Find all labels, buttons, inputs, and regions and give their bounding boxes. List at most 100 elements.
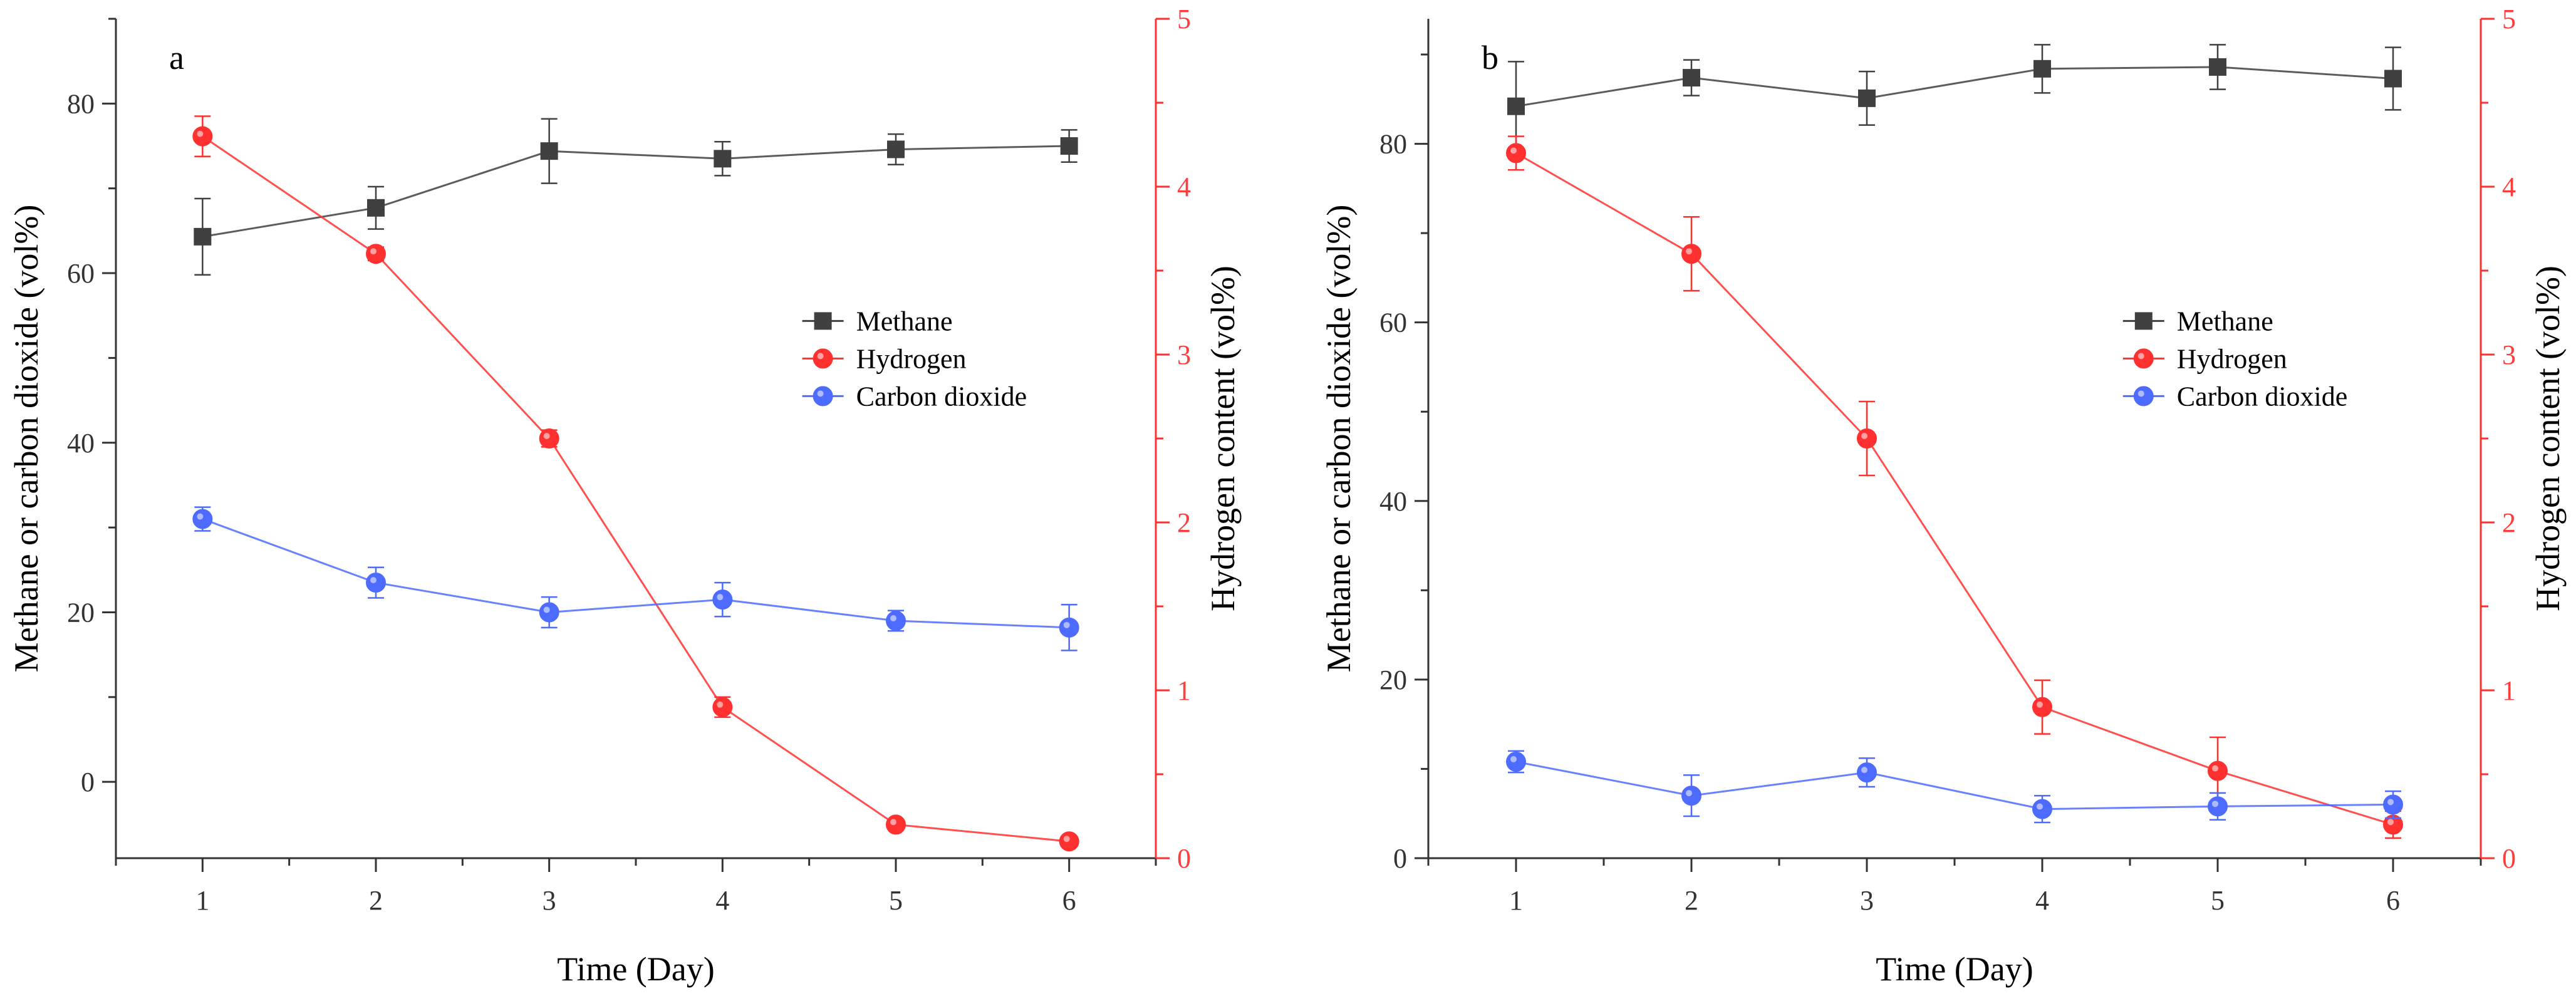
series-line-carbon-dioxide xyxy=(202,518,1069,629)
left-axis-title: Methane or carbon dioxide (vol%) xyxy=(1320,205,1358,673)
data-point-hydrogen xyxy=(2208,760,2228,781)
left-tick-label: 40 xyxy=(1379,486,1407,517)
left-tick-label: 60 xyxy=(67,258,95,289)
right-tick-label: 1 xyxy=(1177,675,1191,706)
data-point-methane xyxy=(887,140,905,158)
right-tick-label: 5 xyxy=(1177,4,1191,34)
legend: Methane Hydrogen Carbon dioxide xyxy=(802,306,1027,412)
data-point-hydrogen-highlight xyxy=(2212,765,2218,772)
data-point-carbon-dioxide-highlight xyxy=(890,615,896,622)
right-tick-label: 2 xyxy=(1177,507,1191,538)
left-tick-label: 20 xyxy=(1379,665,1407,695)
data-point-hydrogen-highlight xyxy=(1686,248,1692,255)
legend-marker-carbon-dioxide-highlight xyxy=(817,390,824,397)
data-point-carbon-dioxide-highlight xyxy=(1063,621,1070,628)
data-point-hydrogen-highlight xyxy=(370,248,377,255)
x-tick-label: 5 xyxy=(889,885,903,916)
left-tick-label: 0 xyxy=(1393,843,1407,874)
data-point-carbon-dioxide xyxy=(2208,796,2228,817)
right-tick-label: 0 xyxy=(1177,843,1191,874)
data-point-hydrogen-highlight xyxy=(890,819,896,826)
data-point-methane xyxy=(1507,97,1525,115)
right-tick-label: 4 xyxy=(1177,172,1191,202)
right-tick-label: 3 xyxy=(1177,340,1191,370)
right-tick-label: 4 xyxy=(2502,172,2516,202)
data-point-methane xyxy=(1858,89,1876,107)
x-tick-label: 5 xyxy=(2211,885,2225,916)
data-point-carbon-dioxide-highlight xyxy=(1861,767,1867,774)
legend-label-carbon-dioxide: Carbon dioxide xyxy=(856,381,1027,412)
x-tick-label: 3 xyxy=(1860,885,1874,916)
x-tick-label: 3 xyxy=(543,885,556,916)
data-point-hydrogen xyxy=(2032,697,2052,717)
x-tick-label: 2 xyxy=(369,885,383,916)
data-point-hydrogen xyxy=(1059,831,1079,852)
panel-label: b xyxy=(1482,39,1498,76)
series-line-hydrogen xyxy=(202,135,1069,843)
data-point-hydrogen-highlight xyxy=(2037,701,2043,708)
series-hydrogen xyxy=(1506,135,2403,839)
data-point-hydrogen xyxy=(539,428,559,449)
series-methane xyxy=(1507,44,2402,152)
legend-label-hydrogen: Hydrogen xyxy=(2177,343,2287,374)
series-carbon-dioxide xyxy=(192,506,1079,651)
data-point-hydrogen xyxy=(1857,428,1877,449)
data-point-carbon-dioxide xyxy=(1681,786,1701,806)
data-point-carbon-dioxide xyxy=(712,589,733,610)
legend-marker-hydrogen-highlight xyxy=(2137,353,2144,360)
series-line-hydrogen xyxy=(1515,152,2394,826)
legend-marker-carbon-dioxide xyxy=(2133,386,2154,407)
data-point-hydrogen xyxy=(192,126,213,147)
data-point-methane xyxy=(1683,69,1700,87)
legend-marker-methane xyxy=(2134,312,2153,330)
right-tick-label: 0 xyxy=(2502,843,2516,874)
right-tick-label: 5 xyxy=(2502,4,2516,34)
data-point-carbon-dioxide xyxy=(2032,799,2052,819)
data-point-methane xyxy=(2209,58,2226,76)
data-point-carbon-dioxide xyxy=(1857,762,1877,783)
data-point-methane xyxy=(714,150,732,168)
x-axis-title: Time (Day) xyxy=(557,950,715,988)
right-tick-label: 2 xyxy=(2502,507,2516,538)
right-axis-title: Hydrogen content (vol%) xyxy=(1204,266,1242,611)
data-point-methane xyxy=(2033,60,2051,78)
data-point-methane xyxy=(367,199,385,217)
data-point-methane xyxy=(540,142,558,160)
data-point-hydrogen xyxy=(1506,143,1526,163)
legend-marker-carbon-dioxide-highlight xyxy=(2137,390,2144,397)
data-point-hydrogen xyxy=(712,697,733,717)
panel-label: a xyxy=(169,39,184,76)
data-point-methane xyxy=(2384,70,2402,88)
x-tick-label: 6 xyxy=(1062,885,1076,916)
series-hydrogen xyxy=(192,115,1079,852)
data-point-methane xyxy=(194,227,212,246)
x-axis-title: Time (Day) xyxy=(1876,950,2033,988)
left-tick-label: 80 xyxy=(1379,129,1407,160)
data-point-hydrogen xyxy=(1681,244,1701,264)
data-point-carbon-dioxide-highlight xyxy=(717,594,724,601)
left-tick-label: 0 xyxy=(81,767,95,797)
left-tick-label: 80 xyxy=(67,88,95,119)
data-point-hydrogen-highlight xyxy=(2387,819,2394,826)
data-point-hydrogen-highlight xyxy=(543,433,550,439)
data-point-hydrogen-highlight xyxy=(1063,836,1070,843)
data-point-carbon-dioxide-highlight xyxy=(2037,803,2043,810)
series-line-carbon-dioxide xyxy=(1515,760,2394,811)
legend-marker-methane xyxy=(814,312,832,330)
left-tick-label: 20 xyxy=(67,597,95,628)
x-tick-label: 1 xyxy=(1509,885,1523,916)
data-point-carbon-dioxide-highlight xyxy=(1686,790,1692,797)
data-point-hydrogen xyxy=(366,244,386,264)
legend-marker-hydrogen xyxy=(813,348,833,369)
x-tick-label: 4 xyxy=(2035,885,2049,916)
data-point-hydrogen-highlight xyxy=(1510,147,1517,154)
data-point-carbon-dioxide xyxy=(1506,752,1526,772)
left-tick-label: 40 xyxy=(67,428,95,459)
right-tick-label: 3 xyxy=(2502,340,2516,370)
data-point-carbon-dioxide-highlight xyxy=(543,606,550,613)
data-point-carbon-dioxide-highlight xyxy=(2212,801,2218,807)
x-tick-label: 6 xyxy=(2386,885,2400,916)
left-tick-label: 60 xyxy=(1379,308,1407,338)
data-point-carbon-dioxide xyxy=(192,509,213,529)
data-point-hydrogen-highlight xyxy=(717,701,724,708)
